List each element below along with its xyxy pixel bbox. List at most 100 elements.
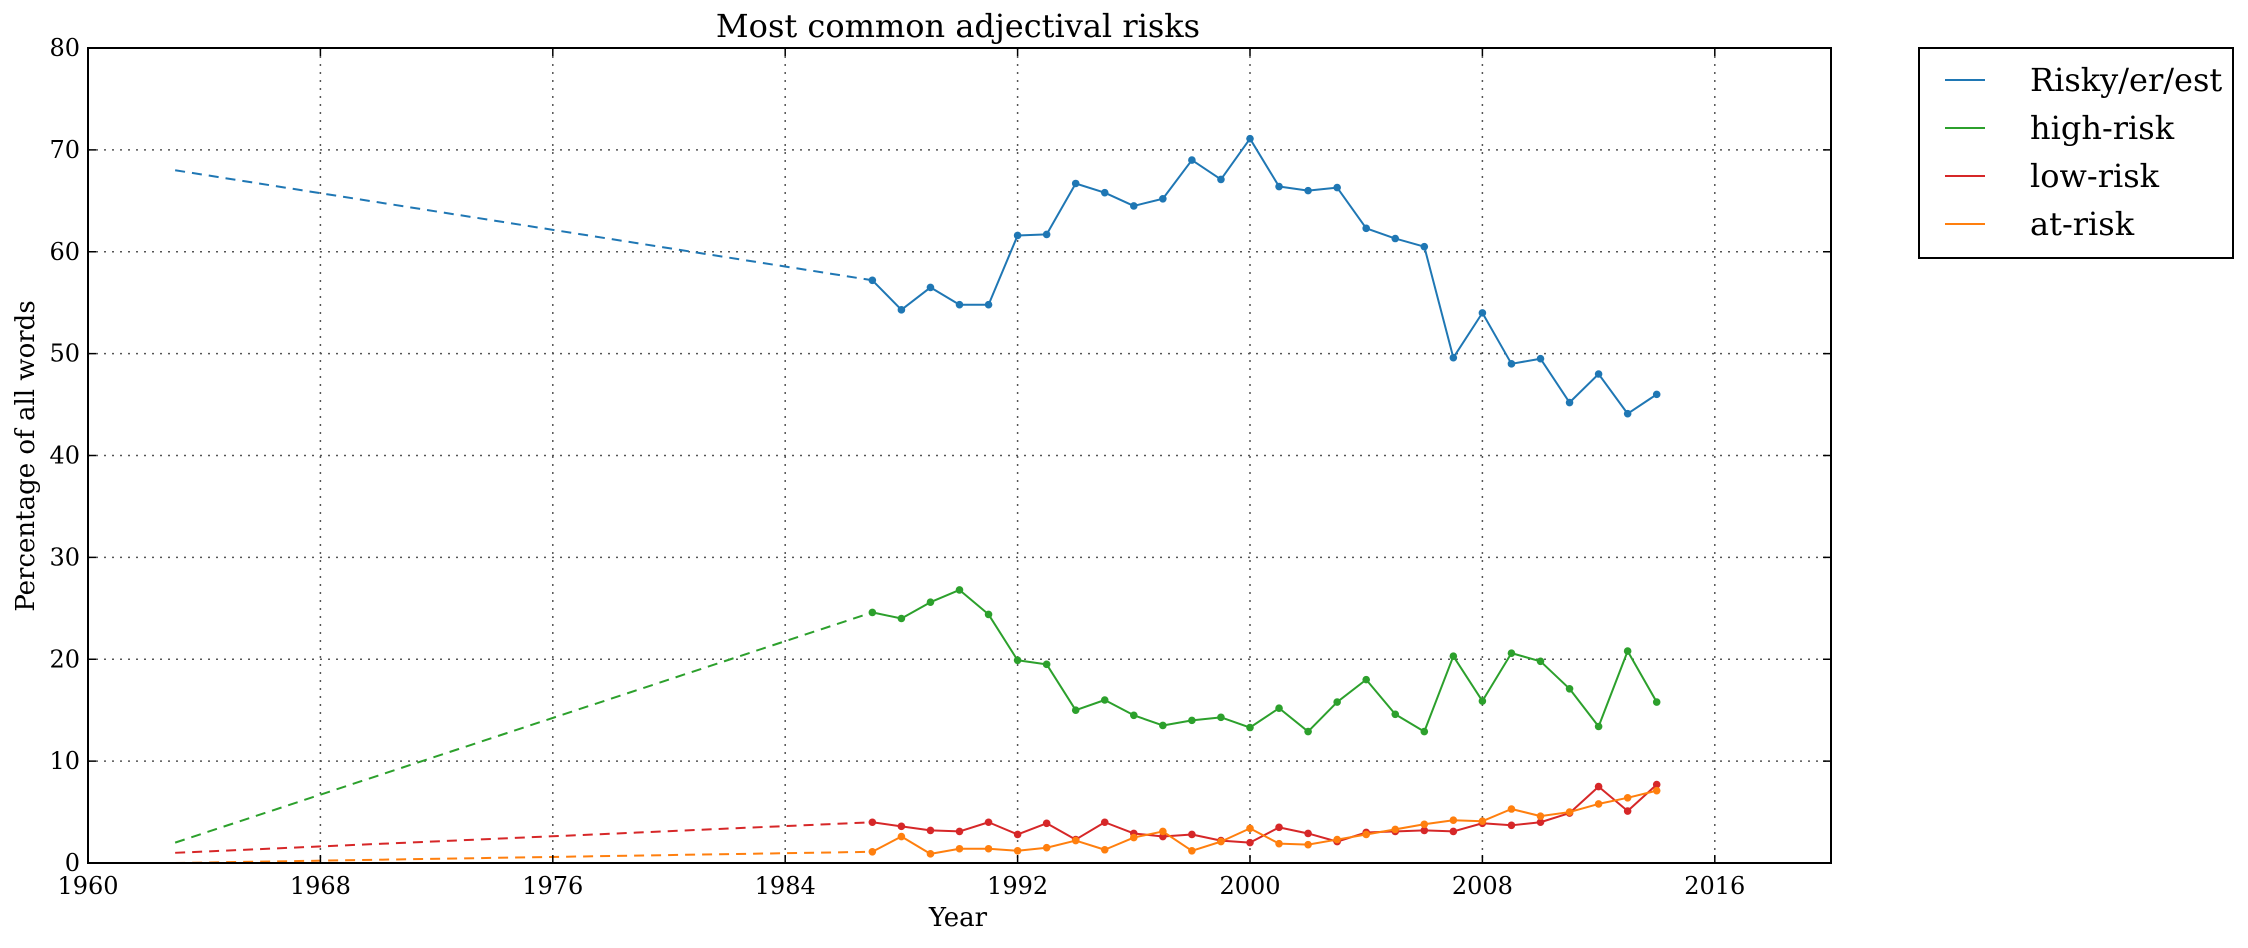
data-point — [1042, 230, 1051, 239]
series-line — [871, 137, 1658, 415]
data-point — [1478, 697, 1487, 705]
data-point — [1449, 827, 1458, 836]
x-tick-label: 1992 — [987, 872, 1048, 900]
data-point — [926, 598, 935, 606]
y-tick-label: 10 — [49, 747, 80, 775]
data-point — [1159, 194, 1167, 203]
y-tick-label: 20 — [49, 645, 80, 673]
data-point — [1623, 409, 1632, 418]
data-point — [1362, 675, 1370, 684]
data-point — [1333, 698, 1341, 706]
series-line — [872, 588, 1658, 733]
y-tick-label: 40 — [49, 442, 80, 470]
data-point — [1275, 182, 1283, 191]
x-tick-label: 1976 — [522, 872, 583, 900]
data-point — [868, 847, 877, 856]
x-tick-label: 1968 — [290, 872, 351, 900]
data-point — [1042, 843, 1051, 852]
series-dashed-line — [174, 169, 873, 282]
data-point — [1071, 836, 1080, 845]
data-point — [1478, 309, 1487, 317]
data-point — [1652, 780, 1661, 789]
x-tick-label: 2016 — [1684, 872, 1745, 900]
data-point — [926, 826, 935, 835]
data-point — [1594, 370, 1603, 378]
data-point — [1565, 398, 1574, 407]
data-point — [1507, 360, 1516, 368]
data-point — [1536, 812, 1545, 820]
data-point — [1217, 175, 1225, 184]
data-point — [1071, 179, 1080, 188]
data-point — [1246, 824, 1254, 833]
data-point — [1449, 353, 1458, 362]
data-point — [1013, 656, 1022, 665]
data-point — [1188, 716, 1196, 725]
data-point — [955, 844, 964, 853]
series-group — [174, 134, 1661, 864]
data-point — [1159, 721, 1167, 730]
data-point — [1420, 826, 1429, 835]
data-point — [1449, 652, 1458, 660]
data-point — [1100, 696, 1109, 704]
data-point — [1217, 713, 1225, 722]
data-point — [1333, 835, 1341, 844]
data-point — [1652, 786, 1661, 795]
y-tick-label: 30 — [49, 543, 80, 571]
y-tick-label: 50 — [49, 340, 80, 368]
data-point — [1159, 827, 1167, 836]
data-point — [1478, 817, 1487, 826]
series-high-risk — [174, 586, 1661, 844]
data-point — [1246, 723, 1254, 732]
x-axis-label: Year — [928, 903, 988, 933]
data-point — [955, 300, 964, 309]
data-point — [1391, 710, 1400, 719]
data-point — [1130, 711, 1138, 720]
series-line — [871, 789, 1657, 855]
data-point — [984, 610, 993, 619]
data-point — [1217, 837, 1225, 846]
data-point — [1420, 242, 1429, 251]
legend-label: high-risk — [2030, 109, 2175, 147]
y-tick-label: 70 — [49, 136, 80, 164]
legend-label: at-risk — [2030, 205, 2135, 243]
data-point — [1042, 660, 1051, 669]
data-point — [1565, 684, 1574, 693]
data-point — [1391, 234, 1400, 243]
data-point — [1071, 706, 1080, 714]
y-axis-ticks: 0 10 20 30 40 50 60 70 80 — [49, 34, 1831, 877]
data-point — [1623, 807, 1632, 815]
data-point — [1304, 840, 1312, 849]
y-tick-label: 0 — [65, 849, 80, 877]
data-point — [926, 283, 935, 292]
legend: Risky/er/est high-risk low-risk at-risk — [1918, 47, 2234, 259]
data-point — [1362, 830, 1370, 839]
data-point — [1304, 829, 1312, 838]
data-point — [868, 608, 877, 617]
data-point — [1100, 818, 1109, 827]
data-point — [1188, 156, 1196, 164]
legend-label: low-risk — [2030, 157, 2160, 195]
chart-title: Most common adjectival risks — [716, 7, 1200, 45]
data-point — [984, 844, 993, 853]
data-point — [955, 586, 964, 594]
data-point — [1130, 202, 1138, 210]
data-point — [1246, 838, 1254, 847]
data-point — [1275, 704, 1283, 712]
data-point — [1013, 830, 1022, 839]
x-tick-label: 2000 — [1219, 872, 1280, 900]
data-point — [868, 276, 877, 285]
series-dashed-line — [175, 821, 873, 854]
data-point — [1652, 698, 1661, 706]
y-axis-label: Percentage of all words — [11, 300, 41, 611]
data-point — [984, 818, 993, 827]
data-point — [1130, 833, 1138, 842]
data-point — [1594, 722, 1603, 731]
data-point — [1333, 183, 1341, 192]
data-point — [1304, 186, 1312, 195]
data-point — [1507, 821, 1516, 830]
data-point — [1536, 354, 1545, 363]
data-point — [984, 300, 993, 309]
data-point — [897, 614, 906, 623]
x-axis-ticks: 1960 1968 1976 1984 1992 2000 2008 2016 — [57, 48, 1745, 900]
